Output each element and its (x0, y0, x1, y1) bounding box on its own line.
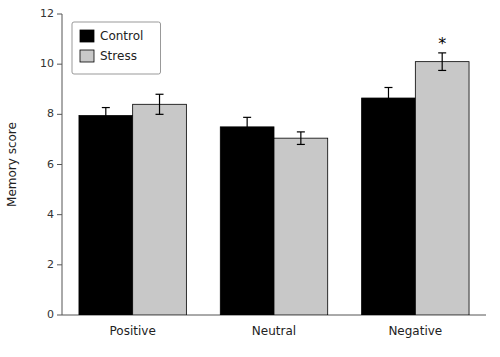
y-tick (57, 164, 62, 165)
chart-container: 0 2 4 6 8 10 12 Positive Neutral Negative Memory s… (0, 0, 500, 357)
bar (220, 127, 274, 315)
legend: Control Stress (72, 22, 161, 74)
chart-svg: 0 2 4 6 8 10 12 Positive Neutral Negative Memory s… (0, 0, 500, 357)
legend-swatch (80, 50, 94, 62)
error-cap (243, 136, 251, 137)
error-cap (384, 87, 392, 88)
x-tick-label: Positive (110, 324, 156, 338)
legend-label: Stress (100, 49, 137, 63)
error-bar (297, 132, 305, 145)
y-tick (57, 14, 62, 15)
y-tick (57, 64, 62, 65)
bar (133, 104, 187, 315)
legend-swatch (80, 30, 94, 42)
error-stem (442, 53, 443, 71)
bars (79, 53, 469, 315)
y-tick (57, 315, 62, 316)
legend-box (72, 22, 161, 74)
error-cap (297, 144, 305, 145)
bar (362, 98, 416, 315)
error-bar (243, 117, 251, 136)
error-cap (156, 114, 164, 115)
error-bar (438, 53, 446, 71)
y-tick-label: 12 (40, 7, 54, 20)
y-tick (57, 114, 62, 115)
error-bar (156, 94, 164, 114)
error-cap (156, 94, 164, 95)
bar (415, 62, 469, 315)
error-stem (159, 94, 160, 114)
error-bar (102, 108, 110, 124)
y-tick-label: 0 (47, 308, 54, 321)
bar (274, 138, 328, 315)
y-tick-label: 8 (47, 107, 54, 120)
y-axis-line (62, 14, 63, 315)
y-tick (57, 264, 62, 265)
x-tick-label: Negative (388, 324, 442, 338)
y-tick-label: 4 (47, 208, 54, 221)
error-cap (102, 123, 110, 124)
y-axis-label: Memory score (5, 122, 19, 207)
axes: 0 2 4 6 8 10 12 Positive Neutral Negative (40, 7, 486, 338)
legend-label: Control (100, 29, 143, 43)
error-stem (247, 117, 248, 136)
annotation: * (438, 34, 446, 53)
y-tick (57, 214, 62, 215)
y-tick-label: 6 (47, 158, 54, 171)
bar (79, 116, 133, 315)
error-bar (384, 87, 392, 108)
error-cap (384, 108, 392, 109)
error-stem (388, 87, 389, 108)
error-cap (102, 107, 110, 108)
error-cap (243, 117, 251, 118)
error-cap (438, 70, 446, 71)
y-tick-label: 10 (40, 57, 54, 70)
error-stem (300, 132, 301, 145)
error-cap (297, 131, 305, 132)
x-tick-label: Neutral (252, 324, 296, 338)
y-tick-label: 2 (47, 258, 54, 271)
error-stem (105, 108, 106, 124)
